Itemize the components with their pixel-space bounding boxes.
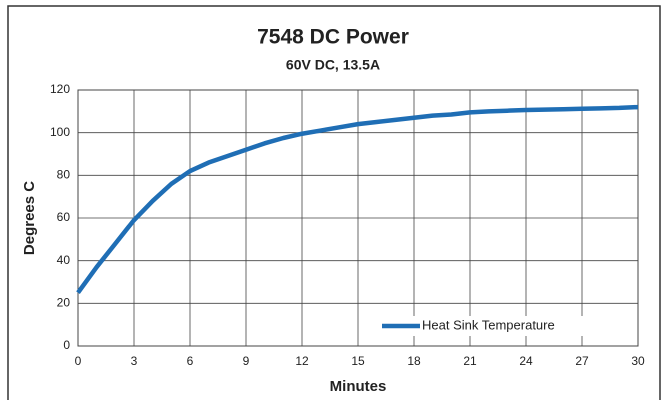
x-tick-label: 30 <box>631 354 645 368</box>
x-axis-label: Minutes <box>330 378 387 395</box>
y-tick-label: 60 <box>57 210 71 224</box>
x-tick-label: 18 <box>407 354 421 368</box>
x-tick-label: 9 <box>243 354 250 368</box>
plot-border <box>77 89 639 347</box>
x-tick-label: 15 <box>351 354 365 368</box>
y-axis-label: Degrees C <box>21 181 38 255</box>
x-tick-label: 12 <box>295 354 309 368</box>
x-tick-label: 0 <box>75 354 82 368</box>
legend-label: Heat Sink Temperature <box>422 317 555 332</box>
chart-subtitle: 60V DC, 13.5A <box>286 57 380 73</box>
chart-title: 7548 DC Power <box>257 26 409 49</box>
legend-background <box>372 316 604 336</box>
data-line <box>76 104 639 294</box>
y-tick-label: 120 <box>50 82 70 96</box>
x-tick-label: 6 <box>187 354 194 368</box>
y-tick-label: 20 <box>57 296 71 310</box>
y-tick-label: 40 <box>57 253 71 267</box>
x-tick-label: 24 <box>519 354 533 368</box>
y-tick-label: 0 <box>63 338 70 352</box>
y-tick-label: 80 <box>57 168 71 182</box>
x-tick-label: 3 <box>131 354 138 368</box>
y-tick-label: 100 <box>50 125 70 139</box>
x-tick-label: 21 <box>463 354 477 368</box>
x-tick-label: 27 <box>575 354 589 368</box>
